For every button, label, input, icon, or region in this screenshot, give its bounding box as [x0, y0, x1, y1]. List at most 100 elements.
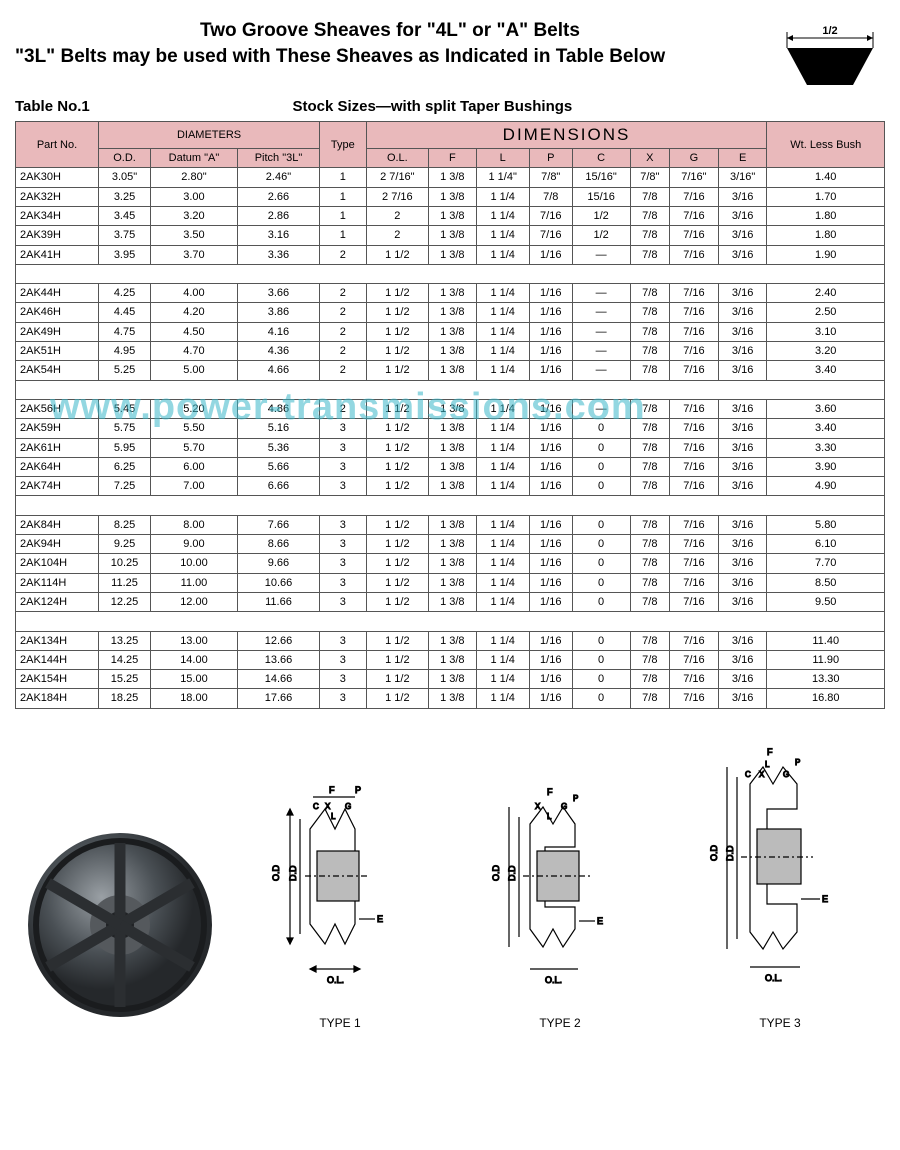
- table-cell: 1/16: [529, 477, 572, 496]
- table-cell: 3/16: [718, 689, 767, 708]
- table-cell: 2: [366, 206, 429, 225]
- table-cell: 7/16: [670, 670, 719, 689]
- table-cell: 3.40: [767, 361, 885, 380]
- table-cell: 3/16: [718, 419, 767, 438]
- table-cell: 3.70: [151, 245, 238, 264]
- table-cell: 7/16: [670, 592, 719, 611]
- table-cell: 3/16: [718, 226, 767, 245]
- table-cell: 0: [572, 535, 630, 554]
- table-cell: 7/8: [630, 438, 669, 457]
- table-cell: 1: [320, 226, 367, 245]
- table-cell: 15.25: [99, 670, 151, 689]
- type1-diagram: O.D D.D O.L. F P C X G L E TYPE 1: [235, 769, 445, 1030]
- svg-text:O.L.: O.L.: [545, 975, 562, 985]
- table-cell: 3.30: [767, 438, 885, 457]
- table-cell: 7/8: [630, 206, 669, 225]
- svg-text:F: F: [329, 785, 335, 795]
- table-cell: 0: [572, 689, 630, 708]
- table-cell: 1/16: [529, 245, 572, 264]
- table-cell: 5.80: [767, 515, 885, 534]
- table-cell: 2AK61H: [16, 438, 99, 457]
- table-cell: 3: [320, 592, 367, 611]
- table-cell: 2: [366, 226, 429, 245]
- svg-text:D.D: D.D: [725, 845, 735, 861]
- table-cell: 4.90: [767, 477, 885, 496]
- table-cell: 2.40: [767, 284, 885, 303]
- table-cell: 5.20: [151, 399, 238, 418]
- diagram-row: O.D D.D O.L. F P C X G L E TYPE 1: [15, 739, 885, 1030]
- table-cell: 3: [320, 689, 367, 708]
- table-cell: 3.10: [767, 322, 885, 341]
- svg-text:G: G: [783, 770, 789, 779]
- table-cell: 1 1/2: [366, 399, 429, 418]
- table-cell: 1 3/8: [429, 322, 476, 341]
- table-cell: 7/8: [630, 670, 669, 689]
- table-cell: 1 3/8: [429, 187, 476, 206]
- table-cell: 4.86: [237, 399, 319, 418]
- table-cell: 1 1/2: [366, 457, 429, 476]
- table-cell: 3/16: [718, 650, 767, 669]
- table-cell: 1/16: [529, 650, 572, 669]
- table-cell: 5.70: [151, 438, 238, 457]
- table-cell: 2 7/16": [366, 168, 429, 187]
- table-cell: 12.25: [99, 592, 151, 611]
- table-cell: 1 1/4: [476, 457, 529, 476]
- table-cell: 7/8: [630, 535, 669, 554]
- table-cell: 7/8: [630, 573, 669, 592]
- table-cell: 11.25: [99, 573, 151, 592]
- col-group-diameters: DIAMETERS: [99, 122, 320, 149]
- table-cell: 2.86: [237, 206, 319, 225]
- table-cell: 7/16: [670, 438, 719, 457]
- table-cell: 7/16: [670, 554, 719, 573]
- table-row: 2AK124H12.2512.0011.6631 1/21 3/81 1/41/…: [16, 592, 885, 611]
- table-cell: 3/16: [718, 322, 767, 341]
- table-cell: 14.66: [237, 670, 319, 689]
- table-cell: 1 1/4: [476, 689, 529, 708]
- table-cell: 1/16: [529, 554, 572, 573]
- table-cell: 15/16": [572, 168, 630, 187]
- table-cell: 2AK104H: [16, 554, 99, 573]
- table-cell: 2AK144H: [16, 650, 99, 669]
- table-cell: 1 1/2: [366, 631, 429, 650]
- svg-text:O.D: O.D: [271, 864, 281, 881]
- subheader-row: Table No.1 Stock Sizes—with split Taper …: [15, 98, 885, 115]
- table-cell: 7/8: [630, 303, 669, 322]
- svg-text:E: E: [597, 916, 603, 926]
- type2-label: TYPE 2: [455, 1016, 665, 1030]
- table-cell: 2AK64H: [16, 457, 99, 476]
- table-cell: 3.45: [99, 206, 151, 225]
- table-cell: 8.25: [99, 515, 151, 534]
- table-row: 2AK144H14.2514.0013.6631 1/21 3/81 1/41/…: [16, 650, 885, 669]
- table-cell: 7/16: [670, 419, 719, 438]
- table-cell: 7/8: [630, 515, 669, 534]
- table-cell: 3: [320, 650, 367, 669]
- table-cell: 1 3/8: [429, 554, 476, 573]
- table-cell: 7.66: [237, 515, 319, 534]
- table-cell: 7/8: [630, 226, 669, 245]
- title-line-1: Two Groove Sheaves for "4L" or "A" Belts: [15, 20, 765, 42]
- svg-text:E: E: [822, 894, 828, 904]
- table-cell: 1 1/4: [476, 284, 529, 303]
- table-row: 2AK104H10.2510.009.6631 1/21 3/81 1/41/1…: [16, 554, 885, 573]
- table-cell: 1 1/4: [476, 206, 529, 225]
- table-cell: 1 3/8: [429, 573, 476, 592]
- table-cell: 1 1/2: [366, 419, 429, 438]
- table-cell: 1 1/2: [366, 245, 429, 264]
- table-cell: 4.66: [237, 361, 319, 380]
- table-cell: 2AK134H: [16, 631, 99, 650]
- table-cell: 9.50: [767, 592, 885, 611]
- table-row: 2AK84H8.258.007.6631 1/21 3/81 1/41/1607…: [16, 515, 885, 534]
- table-cell: 2.50: [767, 303, 885, 322]
- svg-text:L: L: [547, 812, 552, 821]
- page-header: Two Groove Sheaves for "4L" or "A" Belts…: [15, 20, 885, 90]
- table-cell: 18.00: [151, 689, 238, 708]
- svg-text:E: E: [377, 914, 383, 924]
- table-cell: 1 3/8: [429, 399, 476, 418]
- svg-text:C: C: [745, 770, 751, 779]
- table-cell: 3/16: [718, 631, 767, 650]
- table-cell: 1 1/2: [366, 650, 429, 669]
- table-cell: 1 1/4: [476, 573, 529, 592]
- table-cell: 1 3/8: [429, 689, 476, 708]
- table-cell: 1 3/8: [429, 226, 476, 245]
- col-l: L: [476, 149, 529, 168]
